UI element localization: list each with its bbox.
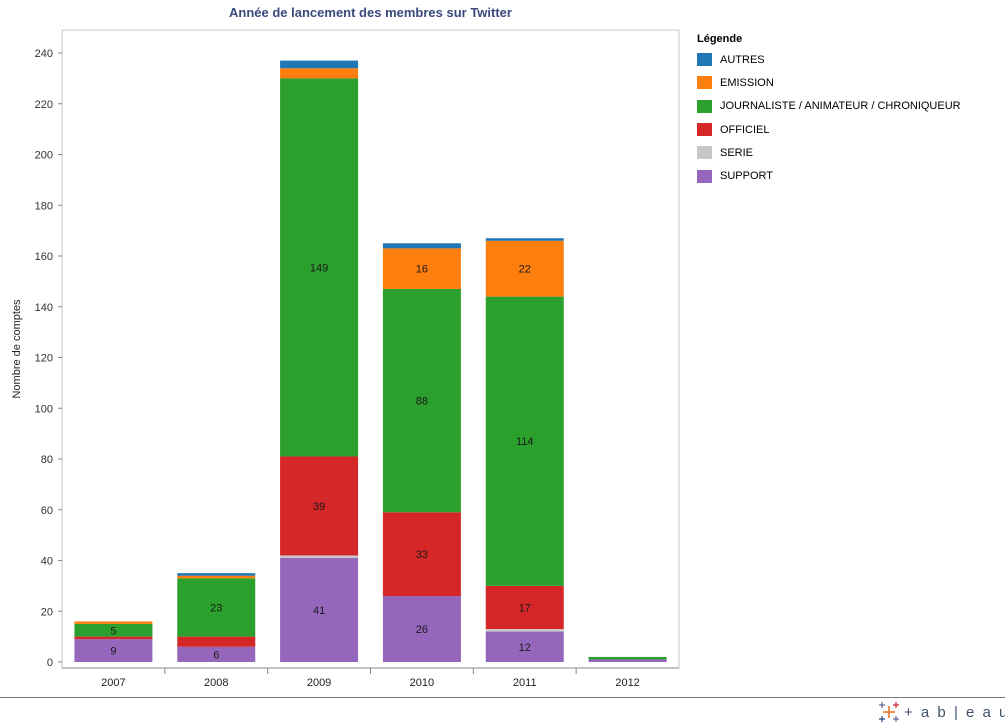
legend-label: SUPPORT <box>720 170 773 183</box>
bar-segment <box>177 636 256 647</box>
legend: Légende AUTRES EMISSION JOURNALISTE / ANIM… <box>697 33 961 188</box>
legend-title: Légende <box>697 33 743 45</box>
bar-segment <box>382 288 461 513</box>
bar-segment <box>280 456 359 556</box>
legend-swatch <box>697 99 712 113</box>
y-tick-label: 220 <box>35 99 53 111</box>
data-label: 17 <box>519 602 531 614</box>
y-tick-label: 40 <box>41 556 53 568</box>
bar-segment <box>74 621 153 624</box>
x-tick-label: 2008 <box>204 677 228 689</box>
bar-segment <box>588 656 667 660</box>
bar-segment <box>177 646 256 662</box>
legend-item: EMISSION <box>697 71 961 94</box>
legend-item: OFFICIEL <box>697 118 961 141</box>
y-tick-label: 20 <box>41 606 53 618</box>
x-tick-label: 2007 <box>101 677 125 689</box>
y-tick-label: 240 <box>35 48 53 60</box>
data-label: 6 <box>213 649 219 661</box>
data-label: 22 <box>519 264 531 276</box>
footer-divider <box>0 697 1005 698</box>
bar-segment <box>382 596 461 662</box>
bar-segment <box>74 636 153 640</box>
legend-label: JOURNALISTE / ANIMATEUR / CHRONIQUEUR <box>720 100 961 113</box>
x-tick-label: 2011 <box>513 677 537 689</box>
legend-item: AUTRES <box>697 48 961 71</box>
bar-segment <box>485 296 564 586</box>
data-label: 149 <box>310 262 328 274</box>
bar-segment <box>485 631 564 662</box>
data-label: 12 <box>519 642 531 654</box>
bar-segment <box>280 60 359 69</box>
y-tick-label: 200 <box>35 150 53 162</box>
legend-swatch <box>697 53 712 67</box>
data-label: 23 <box>210 602 222 614</box>
bar-segment <box>74 639 153 662</box>
legend-item: SERIE <box>697 141 961 164</box>
bar-segment <box>485 238 564 241</box>
y-tick-label: 100 <box>35 403 53 415</box>
bar-segment <box>177 578 256 637</box>
bar-segment <box>588 659 667 662</box>
y-tick-label: 180 <box>35 200 53 212</box>
legend-label: EMISSION <box>720 76 774 89</box>
legend-label: OFFICIEL <box>720 123 770 136</box>
bar-segment <box>74 623 153 637</box>
data-label: 16 <box>416 264 428 276</box>
x-tick-label: 2012 <box>615 677 639 689</box>
bar-segment <box>177 573 256 576</box>
bar-segment <box>382 248 461 289</box>
legend-item: JOURNALISTE / ANIMATEUR / CHRONIQUEUR <box>697 95 961 118</box>
bar-segment <box>177 575 256 579</box>
data-label: 88 <box>416 396 428 408</box>
x-tick-label: 2010 <box>410 677 434 689</box>
legend-label: SERIE <box>720 146 754 159</box>
bar-segment <box>485 585 564 630</box>
bar-segment <box>280 555 359 558</box>
legend-items: AUTRES EMISSION JOURNALISTE / ANIMATEUR / … <box>697 48 961 188</box>
data-label: 5 <box>110 625 116 637</box>
data-label: 114 <box>516 436 534 448</box>
bar-segment <box>280 78 359 457</box>
bar-segment <box>382 243 461 249</box>
bar-segment <box>280 557 359 662</box>
brand-text: + a b | e a u <box>904 703 1005 721</box>
bar-segment <box>485 240 564 297</box>
chart-plot: 0 20 40 60 80 100 120 140 160 180 200 220 240 Nombre … <box>11 29 680 689</box>
data-label: 39 <box>313 501 325 513</box>
tableau-logo: + a b | e a u <box>878 701 1005 723</box>
chart-title: Année de lancement des membres sur Twitt… <box>229 5 512 20</box>
plot-border <box>61 29 680 669</box>
tableau-cross-icon <box>879 702 899 722</box>
data-label: 33 <box>416 549 428 561</box>
y-tick-label: 140 <box>35 302 53 314</box>
legend-swatch <box>697 76 712 90</box>
data-label: 26 <box>416 624 428 636</box>
y-tick-label: 0 <box>47 657 53 669</box>
legend-swatch <box>697 123 712 137</box>
legend-swatch <box>697 146 712 160</box>
data-label: 9 <box>110 646 116 658</box>
bar-segment <box>280 68 359 79</box>
data-label: 41 <box>313 605 325 617</box>
x-tick-label: 2009 <box>307 677 331 689</box>
y-tick-label: 80 <box>41 454 53 466</box>
y-tick-label: 120 <box>35 353 53 365</box>
bar-segment <box>382 512 461 597</box>
y-tick-label: 60 <box>41 505 53 517</box>
legend-label: AUTRES <box>720 53 765 66</box>
y-axis-title: Nombre de comptes <box>11 299 23 399</box>
bar-segment <box>485 629 564 632</box>
y-tick-label: 160 <box>35 251 53 263</box>
legend-item: SUPPORT <box>697 164 961 187</box>
legend-swatch <box>697 169 712 183</box>
